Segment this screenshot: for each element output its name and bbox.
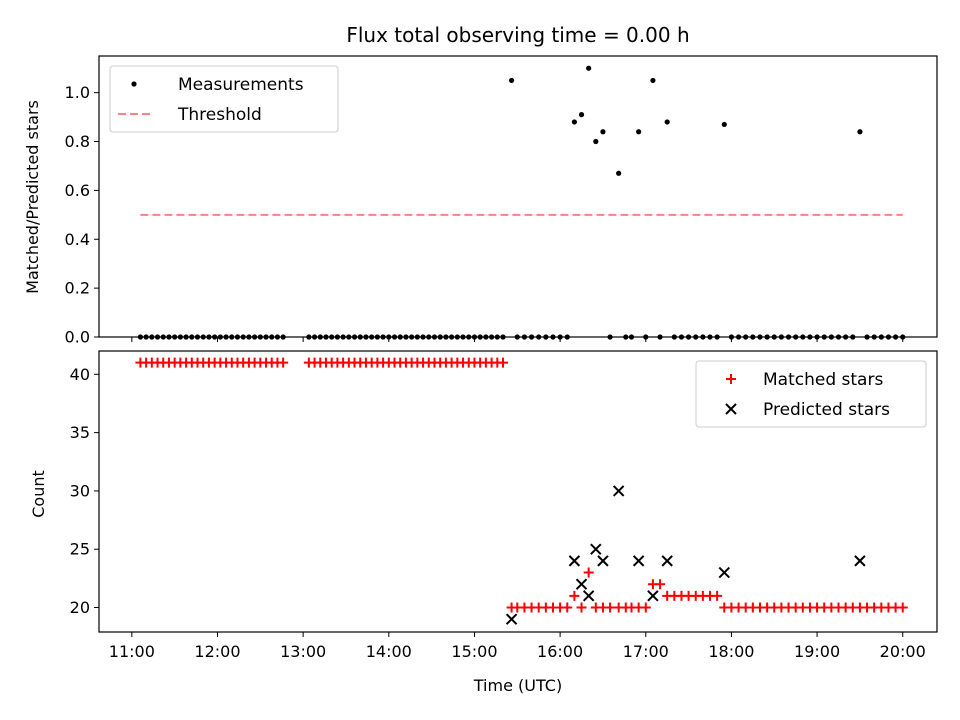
matched-star-marker bbox=[655, 579, 666, 590]
measurement-point bbox=[664, 119, 670, 125]
predicted-star-marker bbox=[568, 555, 581, 567]
predicted-star-marker bbox=[647, 590, 659, 602]
measurement-point bbox=[721, 121, 727, 128]
matched-star-marker bbox=[576, 602, 587, 613]
x-tick-label: 15:00 bbox=[451, 642, 497, 661]
x-tick-label: 18:00 bbox=[708, 642, 754, 661]
legend-box bbox=[109, 65, 339, 133]
matched-star-marker bbox=[562, 602, 573, 613]
y-tick-label: 1.0 bbox=[65, 83, 90, 102]
y-tick-label: 0.6 bbox=[65, 181, 90, 200]
x-tick-label: 11:00 bbox=[109, 642, 155, 661]
matched-star-marker bbox=[897, 602, 908, 613]
bottom-x-axis: 11:00 12:00 13:00 14:00 15:00 16:00 17:00 18:00… bbox=[109, 632, 926, 661]
measurement-point bbox=[650, 77, 656, 84]
matched-star-marker bbox=[712, 590, 723, 601]
y-tick-label: 0.2 bbox=[65, 279, 90, 298]
bottom-plot-area bbox=[135, 357, 908, 625]
bottom-y-axis: 20 25 30 35 40 bbox=[70, 365, 99, 617]
matched-star-marker bbox=[278, 357, 289, 368]
matched-star-marker bbox=[569, 590, 580, 601]
matched-star-marker bbox=[498, 357, 509, 368]
predicted-star-marker bbox=[661, 555, 673, 567]
x-tick-label: 14:00 bbox=[366, 642, 412, 661]
predicted-star-marker bbox=[597, 555, 609, 567]
x-tick-label: 20:00 bbox=[880, 642, 926, 661]
measurement-point bbox=[586, 65, 592, 71]
measurement-point bbox=[508, 77, 515, 84]
x-tick-label: 12:00 bbox=[194, 642, 240, 661]
matched-star-marker bbox=[605, 602, 616, 613]
y-tick-label: 0.8 bbox=[65, 132, 90, 151]
bottom-axes-frame bbox=[98, 350, 938, 633]
y-tick-label: 0.0 bbox=[65, 328, 90, 347]
matched-star-marker bbox=[583, 567, 594, 578]
top-axes-frame bbox=[98, 55, 938, 338]
predicted-star-marker bbox=[590, 543, 602, 555]
panel-bottom: 20 25 30 35 40 11:00 12:00 13:00 14:00 15:00 16:0… bbox=[29, 350, 938, 695]
measurement-point bbox=[636, 129, 642, 135]
predicted-star-marker bbox=[632, 555, 645, 567]
legend-label: Threshold bbox=[177, 105, 262, 125]
legend-box bbox=[695, 360, 927, 428]
predicted-star-marker bbox=[718, 566, 730, 579]
top-y-axis-label: Matched/Predicted stars bbox=[23, 100, 42, 294]
y-tick-label: 40 bbox=[70, 365, 90, 384]
legend-matched-swatch bbox=[726, 374, 736, 384]
legend-measurement-swatch bbox=[131, 81, 137, 87]
x-tick-label: 17:00 bbox=[623, 642, 669, 661]
y-tick-label: 20 bbox=[70, 598, 90, 617]
bottom-y-axis-label: Count bbox=[29, 470, 48, 518]
legend-label: Predicted stars bbox=[763, 400, 890, 420]
top-y-axis: 0.0 0.2 0.4 0.6 0.8 1.0 bbox=[65, 83, 99, 347]
measurement-point bbox=[578, 112, 585, 118]
y-tick-label: 35 bbox=[70, 423, 90, 442]
measurement-point bbox=[571, 119, 577, 125]
x-axis-label: Time (UTC) bbox=[473, 676, 562, 695]
bottom-legend: Matched stars Predicted stars bbox=[695, 360, 927, 428]
x-tick-label: 19:00 bbox=[794, 642, 840, 661]
legend-label: Matched stars bbox=[763, 370, 883, 390]
y-tick-label: 25 bbox=[70, 540, 90, 559]
measurement-point bbox=[593, 138, 599, 145]
legend-predicted-swatch bbox=[725, 403, 737, 415]
legend-label: Measurements bbox=[178, 75, 304, 95]
matched-star-marker bbox=[640, 602, 651, 613]
measurement-point bbox=[616, 170, 622, 176]
y-tick-label: 30 bbox=[70, 481, 90, 500]
panel-top: 0.0 0.2 0.4 0.6 0.8 1.0 Matched/Predicted sta… bbox=[23, 55, 938, 347]
predicted-star-marker bbox=[505, 613, 518, 625]
y-tick-label: 0.4 bbox=[65, 230, 90, 249]
predicted-star-marker bbox=[575, 578, 588, 590]
predicted-star-marker bbox=[612, 485, 625, 497]
predicted-star-marker bbox=[582, 590, 595, 602]
measurement-point bbox=[600, 129, 606, 135]
x-tick-label: 16:00 bbox=[537, 642, 583, 661]
x-tick-label: 13:00 bbox=[280, 642, 326, 661]
predicted-star-marker bbox=[854, 555, 866, 567]
chart-title: Flux total observing time = 0.00 h bbox=[346, 23, 689, 47]
top-legend: Measurements Threshold bbox=[109, 65, 339, 133]
measurement-point bbox=[857, 129, 863, 135]
